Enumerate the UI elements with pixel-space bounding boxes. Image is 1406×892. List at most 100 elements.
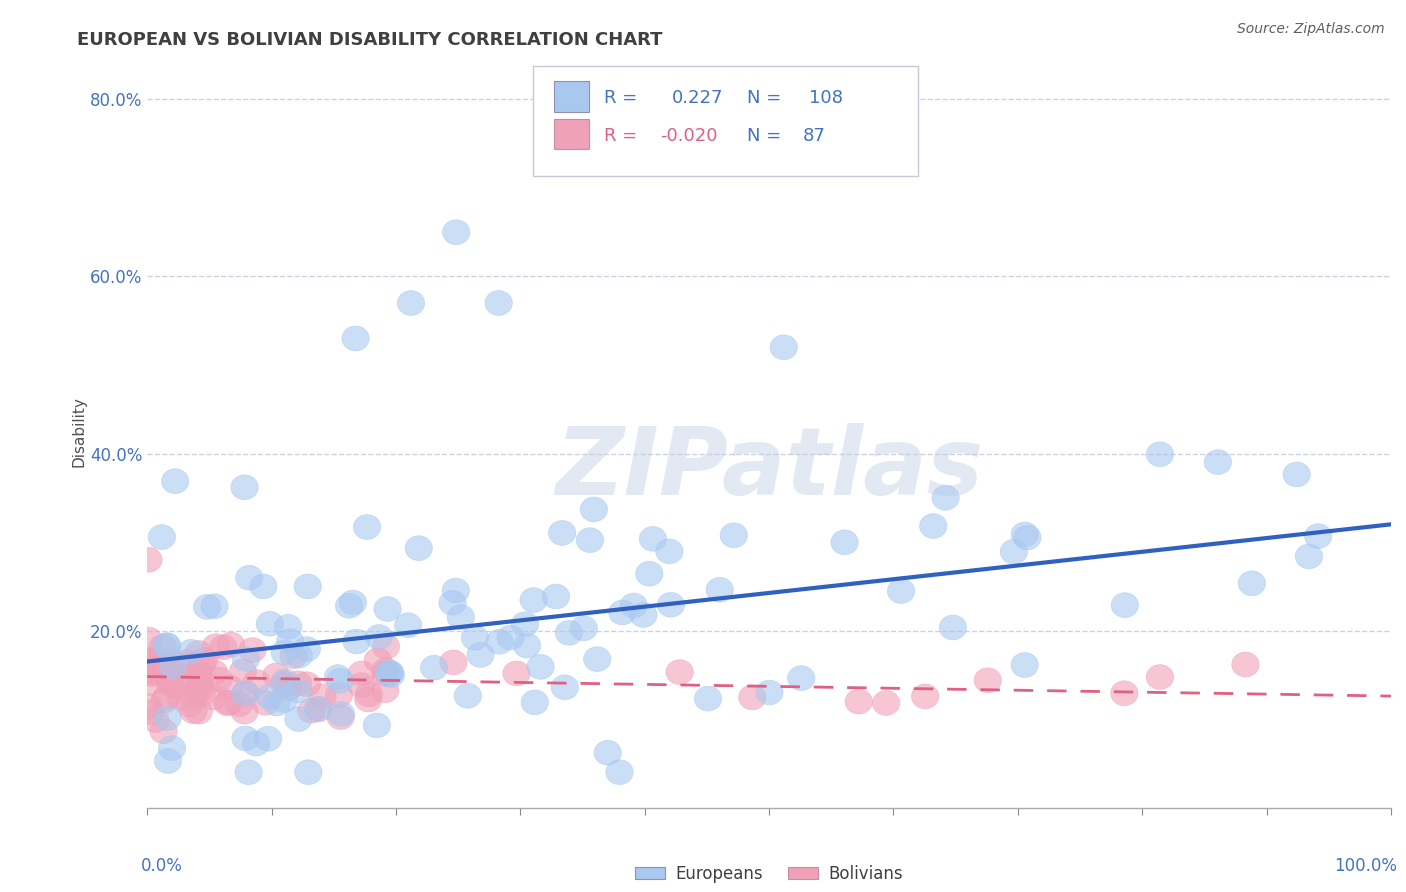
Ellipse shape [285,643,312,668]
Text: 0.0%: 0.0% [141,856,183,874]
Ellipse shape [375,661,402,685]
Ellipse shape [756,680,783,705]
Ellipse shape [232,647,260,672]
Ellipse shape [373,657,399,682]
Ellipse shape [263,691,291,716]
Ellipse shape [142,707,169,732]
Ellipse shape [364,648,391,673]
Ellipse shape [1284,462,1310,487]
Ellipse shape [235,760,263,785]
Ellipse shape [194,594,221,619]
Ellipse shape [328,701,354,726]
Text: EUROPEAN VS BOLIVIAN DISABILITY CORRELATION CHART: EUROPEAN VS BOLIVIAN DISABILITY CORRELAT… [77,31,662,49]
Y-axis label: Disability: Disability [72,396,86,467]
Text: -0.020: -0.020 [659,127,717,145]
Ellipse shape [373,634,399,659]
Ellipse shape [271,669,298,694]
Ellipse shape [256,611,284,636]
Ellipse shape [447,605,474,630]
Ellipse shape [136,648,163,673]
Ellipse shape [174,653,201,678]
Ellipse shape [201,594,228,619]
Ellipse shape [157,670,184,695]
Ellipse shape [215,690,242,715]
Ellipse shape [439,591,467,615]
Ellipse shape [522,690,548,714]
Ellipse shape [136,671,165,696]
Ellipse shape [187,676,214,701]
Ellipse shape [543,584,569,609]
Ellipse shape [242,731,270,756]
Ellipse shape [157,661,184,686]
Ellipse shape [706,577,734,602]
Ellipse shape [150,719,177,744]
Text: N =: N = [747,89,780,107]
Ellipse shape [173,649,201,674]
Text: 87: 87 [803,127,825,145]
Ellipse shape [328,705,354,730]
Ellipse shape [145,653,172,677]
Ellipse shape [1204,450,1232,475]
Ellipse shape [231,699,259,724]
Ellipse shape [280,644,308,668]
Ellipse shape [274,615,302,640]
Ellipse shape [1111,593,1139,617]
Ellipse shape [232,681,259,706]
Ellipse shape [583,647,610,672]
Ellipse shape [184,662,212,687]
Ellipse shape [440,650,467,675]
Ellipse shape [485,630,513,654]
Ellipse shape [354,687,382,712]
Ellipse shape [443,219,470,244]
FancyBboxPatch shape [554,81,589,112]
Ellipse shape [292,672,321,697]
Ellipse shape [186,667,214,692]
Ellipse shape [695,686,721,711]
Ellipse shape [135,548,162,572]
Ellipse shape [309,684,336,708]
Ellipse shape [1239,571,1265,596]
Ellipse shape [186,640,212,665]
Ellipse shape [180,684,207,708]
Ellipse shape [183,678,209,703]
Ellipse shape [548,521,576,545]
Ellipse shape [1295,544,1323,569]
Ellipse shape [229,659,256,684]
Ellipse shape [339,591,367,615]
Ellipse shape [377,663,405,688]
Ellipse shape [250,574,277,599]
Text: ZIPatlas: ZIPatlas [555,423,983,515]
Ellipse shape [371,678,399,703]
Ellipse shape [157,649,184,674]
Ellipse shape [606,760,633,785]
Ellipse shape [232,726,259,751]
Ellipse shape [177,640,205,665]
Ellipse shape [152,651,179,675]
Ellipse shape [1146,665,1174,690]
Ellipse shape [254,726,281,751]
Ellipse shape [148,524,176,549]
Ellipse shape [371,662,399,686]
Ellipse shape [595,740,621,765]
Ellipse shape [215,675,243,699]
Ellipse shape [405,536,433,560]
Ellipse shape [159,654,187,679]
Ellipse shape [513,633,541,658]
Ellipse shape [770,334,797,359]
Ellipse shape [640,526,666,551]
Ellipse shape [271,640,298,665]
Ellipse shape [939,615,966,640]
Ellipse shape [153,633,180,658]
Ellipse shape [582,149,609,174]
Ellipse shape [225,692,253,716]
Ellipse shape [325,682,353,707]
Ellipse shape [374,597,401,622]
Ellipse shape [292,637,321,662]
Ellipse shape [136,652,165,676]
Ellipse shape [1111,681,1137,706]
Ellipse shape [139,662,166,687]
Ellipse shape [555,621,582,645]
Ellipse shape [485,291,512,316]
Ellipse shape [666,660,693,684]
Text: N =: N = [747,127,780,145]
